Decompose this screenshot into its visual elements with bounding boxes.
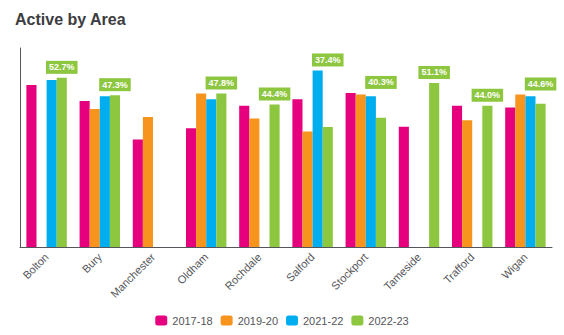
svg-text:40.3%: 40.3%: [368, 77, 394, 87]
svg-text:44.4%: 44.4%: [262, 89, 288, 99]
svg-text:Tameside: Tameside: [382, 251, 424, 293]
svg-text:47.3%: 47.3%: [102, 80, 128, 90]
svg-text:Stockport: Stockport: [329, 251, 370, 292]
svg-text:2022-23: 2022-23: [368, 315, 408, 327]
svg-text:2019-20: 2019-20: [238, 315, 278, 327]
svg-text:2017-18: 2017-18: [172, 315, 212, 327]
svg-text:44.6%: 44.6%: [528, 79, 554, 89]
svg-text:Salford: Salford: [284, 251, 317, 284]
svg-text:Bury: Bury: [80, 250, 105, 275]
svg-text:52.7%: 52.7%: [49, 62, 75, 72]
svg-text:51.1%: 51.1%: [421, 67, 447, 77]
svg-text:Wigan: Wigan: [499, 251, 530, 282]
svg-text:Bolton: Bolton: [20, 251, 51, 282]
svg-text:Active by Area: Active by Area: [15, 11, 126, 28]
svg-text:Rochdale: Rochdale: [222, 251, 263, 292]
svg-text:2021-22: 2021-22: [303, 315, 343, 327]
svg-text:Trafford: Trafford: [441, 251, 476, 286]
svg-text:Oldham: Oldham: [175, 251, 211, 287]
svg-text:Manchester: Manchester: [108, 251, 157, 300]
svg-text:47.8%: 47.8%: [209, 78, 235, 88]
svg-text:44.0%: 44.0%: [475, 90, 501, 100]
svg-text:37.4%: 37.4%: [315, 55, 341, 65]
